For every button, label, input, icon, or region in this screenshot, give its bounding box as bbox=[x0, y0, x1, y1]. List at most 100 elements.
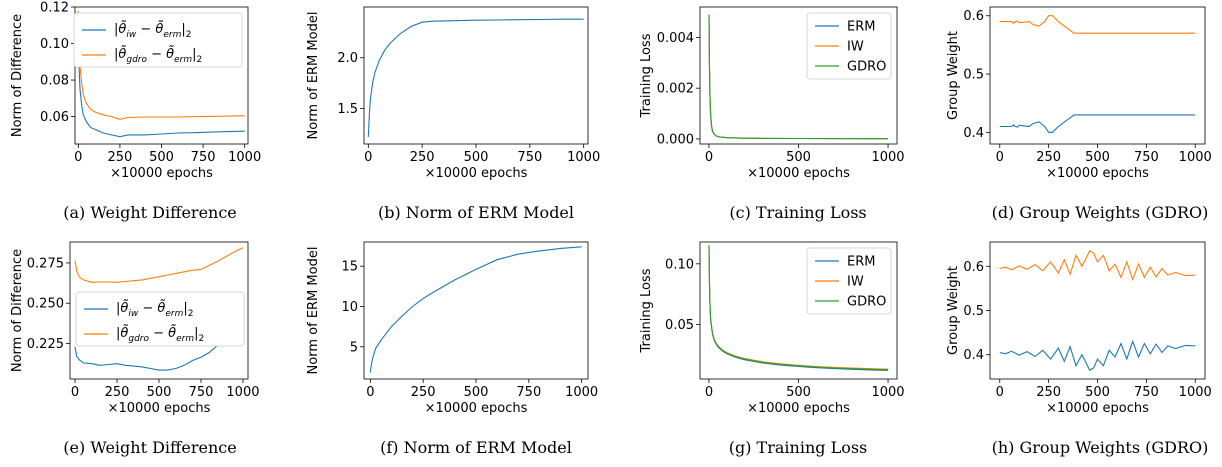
subfigure-caption: (d) Group Weights (GDRO) bbox=[992, 203, 1209, 222]
y-tick-label: 0.6 bbox=[963, 9, 984, 24]
series-line-1 bbox=[999, 339, 1196, 371]
x-tick-label: 250 bbox=[1036, 385, 1061, 400]
x-tick-label: 0 bbox=[705, 150, 713, 165]
y-tick-label: 0.6 bbox=[963, 260, 984, 275]
subfigure-caption: (g) Training Loss bbox=[729, 438, 868, 457]
legend: |θ̃iw − θ̃erm|2 |θ̃gdro − θ̃erm|2 bbox=[73, 12, 243, 68]
x-tick-label: 250 bbox=[105, 385, 130, 400]
series-line-2 bbox=[999, 15, 1196, 34]
x-tick-label: 750 bbox=[516, 385, 541, 400]
legend-label: ERM bbox=[847, 255, 875, 270]
x-tick-label: 1000 bbox=[226, 385, 259, 400]
x-tick-label: 0 bbox=[366, 385, 374, 400]
x-tick-label: 750 bbox=[189, 385, 214, 400]
x-tick-label: 500 bbox=[786, 385, 811, 400]
y-tick-label: 0.4 bbox=[963, 348, 984, 363]
x-tick-label: 750 bbox=[191, 150, 216, 165]
y-tick-label: 0.08 bbox=[40, 74, 69, 89]
x-tick-label: 1000 bbox=[871, 150, 904, 165]
legend-label: IW bbox=[847, 40, 864, 55]
x-tick-label: 500 bbox=[786, 150, 811, 165]
legend-label: |θ̃gdro − θ̃erm|2 bbox=[114, 46, 202, 65]
legend-label: ERM bbox=[847, 20, 875, 35]
legend-label: IW bbox=[847, 275, 864, 290]
chart-panel-f: 0 250 500 750 1000 5 10 15 ×10000 epochs Norm of … bbox=[306, 241, 598, 457]
y-tick-label: 1.5 bbox=[337, 102, 358, 117]
legend: ERM IW GDRO bbox=[806, 12, 892, 80]
series-line-gdro bbox=[708, 14, 889, 140]
x-axis-label: ×10000 epochs bbox=[425, 166, 528, 181]
subfigure-caption: (h) Group Weights (GDRO) bbox=[992, 438, 1209, 457]
x-tick-label: 1000 bbox=[1179, 150, 1212, 165]
subfigure-caption: (f) Norm of ERM Model bbox=[380, 438, 572, 457]
x-tick-label: 1000 bbox=[871, 385, 904, 400]
x-axis-label: ×10000 epochs bbox=[110, 166, 213, 181]
y-axis-label: Norm of ERM Model bbox=[306, 12, 321, 140]
legend-label: |θ̃iw − θ̃erm|2 bbox=[114, 21, 192, 40]
legend-box bbox=[806, 12, 892, 80]
x-axis-label: ×10000 epochs bbox=[1046, 166, 1149, 181]
subfigure-caption: (c) Training Loss bbox=[729, 203, 866, 222]
legend-box bbox=[75, 291, 245, 347]
series-line-gdro bbox=[708, 245, 889, 371]
chart-panel-b: 0 250 500 750 1000 1.5 2.0 ×10000 epochs Norm of… bbox=[306, 6, 600, 222]
x-tick-label: 250 bbox=[107, 150, 132, 165]
legend-box bbox=[73, 12, 243, 68]
series-line-1 bbox=[369, 246, 582, 373]
y-tick-label: 0.225 bbox=[27, 337, 64, 352]
y-tick-label: 0.12 bbox=[40, 1, 69, 16]
plot-frame bbox=[989, 6, 1206, 145]
y-axis-label: Group Weight bbox=[946, 31, 961, 120]
x-tick-label: 0 bbox=[364, 150, 372, 165]
y-axis-label: Group Weight bbox=[946, 266, 961, 355]
x-axis-label: ×10000 epochs bbox=[747, 401, 850, 416]
chart-panel-h: 0 250 500 750 1000 0.4 0.5 0.6 ×10000 epochs Grou… bbox=[946, 241, 1212, 457]
subfigure-caption: (a) Weight Difference bbox=[63, 203, 237, 222]
chart-panel-a: 0 250 500 750 1000 0.06 0.08 0.10 0.12 ×10000 epo… bbox=[10, 1, 261, 223]
chart-panel-g: 0 500 1000 0.05 0.10 ×10000 epochs Training Lo… bbox=[639, 241, 905, 457]
x-tick-label: 1000 bbox=[567, 150, 600, 165]
series-line-gdro-erm bbox=[74, 247, 244, 283]
x-tick-label: 500 bbox=[147, 385, 172, 400]
y-axis-label: Norm of ERM Model bbox=[306, 247, 321, 375]
x-tick-label: 1000 bbox=[228, 150, 261, 165]
y-tick-label: 10 bbox=[341, 300, 358, 315]
x-tick-label: 0 bbox=[996, 150, 1004, 165]
y-tick-label: 0.06 bbox=[40, 110, 69, 125]
x-axis-label: ×10000 epochs bbox=[747, 166, 850, 181]
series-line-gdro-erm bbox=[77, 10, 245, 120]
x-tick-label: 1000 bbox=[1179, 385, 1212, 400]
subfigure-caption: (b) Norm of ERM Model bbox=[378, 203, 574, 222]
y-tick-label: 0.5 bbox=[963, 68, 984, 83]
series-line-1 bbox=[999, 114, 1196, 133]
y-axis-label: Norm of Difference bbox=[10, 249, 25, 372]
x-tick-label: 0 bbox=[996, 385, 1004, 400]
y-tick-label: 0.05 bbox=[665, 318, 694, 333]
plot-frame bbox=[363, 241, 589, 380]
x-tick-label: 500 bbox=[149, 150, 174, 165]
x-axis-label: ×10000 epochs bbox=[108, 401, 211, 416]
chart-panel-c: 0 500 1000 0.000 0.002 0.004 ×10000 epochs Trai… bbox=[639, 6, 905, 222]
y-tick-label: 0.10 bbox=[665, 257, 694, 272]
y-axis-label: Norm of Difference bbox=[10, 14, 25, 137]
x-tick-label: 250 bbox=[1036, 150, 1061, 165]
legend-label: GDRO bbox=[847, 295, 886, 310]
y-axis-label: Training Loss bbox=[639, 268, 654, 353]
x-tick-label: 750 bbox=[517, 150, 542, 165]
y-tick-label: 0.10 bbox=[40, 37, 69, 52]
x-tick-label: 0 bbox=[705, 385, 713, 400]
subfigure-caption: (e) Weight Difference bbox=[63, 438, 236, 457]
x-tick-label: 250 bbox=[411, 385, 436, 400]
legend-label: |θ̃gdro − θ̃erm|2 bbox=[116, 325, 204, 344]
x-axis-label: ×10000 epochs bbox=[425, 401, 528, 416]
y-tick-label: 2.0 bbox=[337, 51, 358, 66]
series-line-2 bbox=[999, 250, 1196, 282]
y-tick-label: 0.000 bbox=[657, 132, 694, 147]
x-tick-label: 750 bbox=[1134, 150, 1159, 165]
y-axis-label: Training Loss bbox=[639, 33, 654, 118]
legend: |θ̃iw − θ̃erm|2 |θ̃gdro − θ̃erm|2 bbox=[75, 291, 245, 347]
legend: ERM IW GDRO bbox=[806, 247, 892, 315]
legend-label: |θ̃iw − θ̃erm|2 bbox=[116, 300, 194, 319]
chart-panel-d: 0 250 500 750 1000 0.4 0.5 0.6 ×10000 epochs Grou… bbox=[946, 6, 1212, 222]
